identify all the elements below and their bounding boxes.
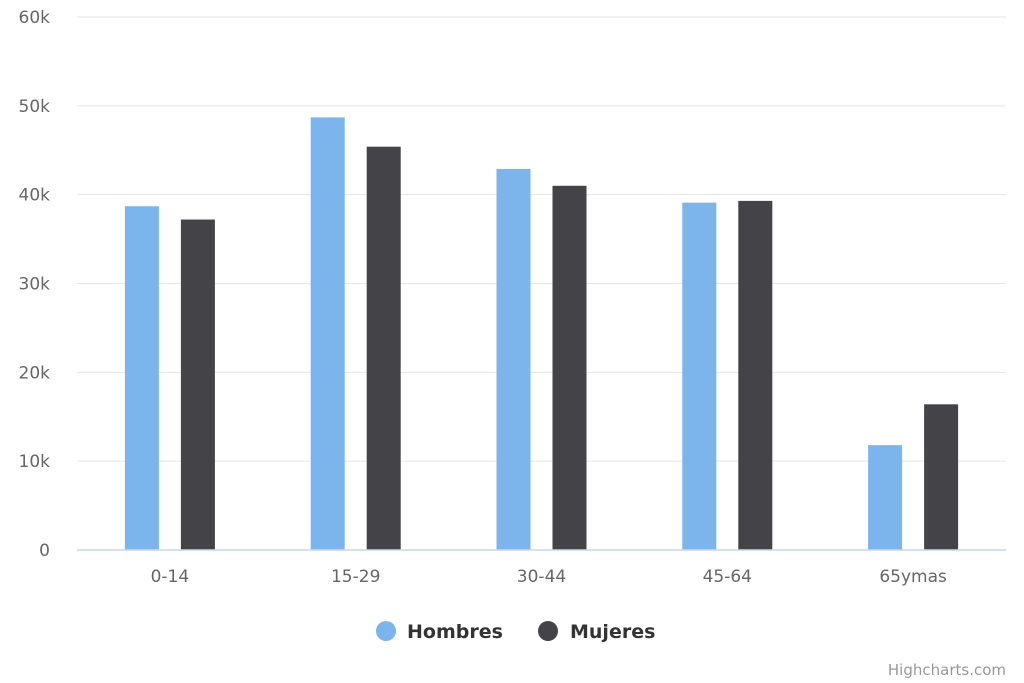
bar-mujeres-15-29[interactable]: [366, 146, 401, 551]
bar-mujeres-45-64[interactable]: [738, 200, 773, 550]
bar-hombres-45-64[interactable]: [682, 202, 717, 550]
legend-item-mujeres[interactable]: Mujeres: [538, 621, 655, 643]
legend: Hombres Mujeres: [376, 621, 655, 643]
x-tick-label: 15-29: [331, 567, 380, 587]
bar-mujeres-65ymas[interactable]: [924, 404, 959, 550]
x-tick-label: 30-44: [517, 567, 566, 587]
y-tick-label: 10k: [19, 452, 51, 472]
bar-mujeres-0-14[interactable]: [180, 219, 215, 551]
legend-label: Mujeres: [570, 621, 655, 643]
legend-item-hombres[interactable]: Hombres: [376, 621, 503, 643]
x-tick-label: 0-14: [151, 567, 190, 587]
axes: 0 10k 20k 30k 40k 50k 60k 0-14 15-29 30-44 45-64 65…: [19, 8, 1006, 587]
legend-marker-icon: [376, 621, 396, 641]
bar-hombres-30-44[interactable]: [496, 168, 531, 550]
bar-mujeres-30-44[interactable]: [552, 185, 587, 551]
credits-link[interactable]: Highcharts.com: [888, 661, 1006, 679]
y-tick-label: 40k: [19, 186, 51, 206]
gridlines: [77, 16, 1006, 462]
y-tick-label: 0: [39, 541, 50, 561]
legend-marker-icon: [538, 621, 558, 641]
legend-label: Hombres: [407, 621, 503, 643]
y-tick-label: 60k: [19, 8, 51, 28]
bar-hombres-15-29[interactable]: [310, 117, 345, 551]
y-tick-label: 20k: [19, 363, 51, 383]
bars: [124, 117, 959, 551]
x-tick-label: 65ymas: [879, 567, 947, 587]
y-tick-label: 50k: [19, 97, 51, 117]
bar-hombres-65ymas[interactable]: [868, 445, 903, 550]
y-tick-label: 30k: [19, 275, 51, 295]
bar-hombres-0-14[interactable]: [124, 206, 159, 550]
x-tick-label: 45-64: [703, 567, 752, 587]
